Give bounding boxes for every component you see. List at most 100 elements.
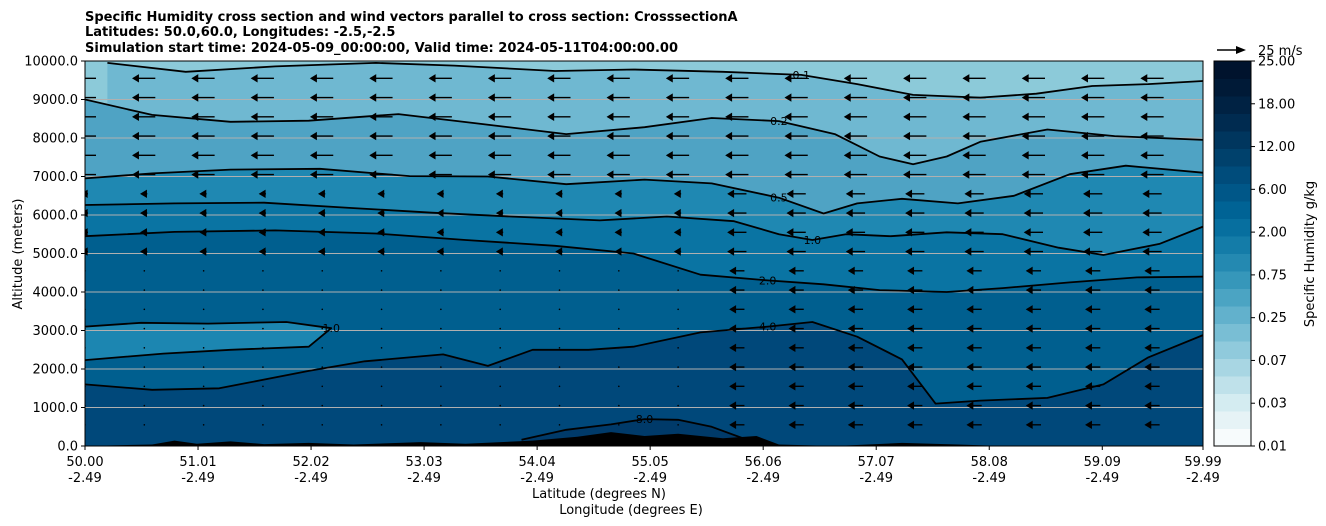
wind-vector xyxy=(786,228,806,237)
wind-vector xyxy=(202,366,205,368)
wind-vector xyxy=(843,112,868,121)
wind-vector xyxy=(673,228,682,237)
wind-vector xyxy=(143,327,146,330)
wind-vector xyxy=(558,327,561,330)
wind-vector xyxy=(784,112,808,121)
colorbar-swatch xyxy=(1214,306,1251,324)
chart-title-line-1: Specific Humidity cross section and wind… xyxy=(85,10,738,25)
wind-vector xyxy=(788,382,804,391)
wind-vector xyxy=(1083,228,1103,237)
x-tick-label-lat: 56.06 xyxy=(745,455,782,470)
wind-vector xyxy=(665,170,690,179)
wind-vector xyxy=(614,208,622,218)
wind-vector xyxy=(606,131,630,141)
wind-vector xyxy=(725,151,749,160)
x-tick-label-lon: -2.49 xyxy=(407,471,441,486)
x-tick-label-lon: -2.49 xyxy=(294,471,328,486)
y-tick-label: 2000.0 xyxy=(33,363,79,378)
wind-vector xyxy=(369,131,393,141)
wind-vector xyxy=(428,151,452,160)
wind-vector xyxy=(665,151,690,160)
wind-vector xyxy=(1085,285,1101,295)
wind-vector xyxy=(85,154,96,156)
wind-vector xyxy=(487,131,512,141)
wind-vector xyxy=(606,170,630,179)
wind-vector xyxy=(907,362,923,372)
colorbar-swatch xyxy=(1214,411,1251,429)
y-tick-label: 10000.0 xyxy=(24,55,78,70)
wind-vector xyxy=(499,424,501,426)
x-tick-label-lat: 55.05 xyxy=(632,455,669,470)
wind-vector xyxy=(677,385,679,388)
wind-vector xyxy=(964,247,984,256)
wind-vector xyxy=(1085,305,1101,314)
wind-vector xyxy=(903,93,927,102)
wind-vector xyxy=(962,93,986,102)
wind-vector xyxy=(262,308,264,311)
wind-vector xyxy=(677,366,679,368)
wind-vector xyxy=(499,308,501,311)
wind-vector xyxy=(555,208,563,218)
wind-vector xyxy=(786,208,806,218)
wind-vector xyxy=(380,327,383,330)
wind-vector xyxy=(85,208,88,218)
wind-vector xyxy=(614,247,622,256)
contour-label: 4.0 xyxy=(759,321,777,334)
wind-vector xyxy=(380,347,383,349)
wind-vector xyxy=(843,74,868,83)
wind-vector xyxy=(380,366,383,368)
colorbar-frame xyxy=(1213,60,1252,447)
colorbar-swatch xyxy=(1214,271,1251,289)
colorbar-swatch xyxy=(1214,201,1251,219)
wind-vector xyxy=(487,151,512,160)
wind-vector xyxy=(784,170,808,179)
wind-vector xyxy=(380,424,383,426)
wind-vector xyxy=(1144,285,1160,295)
wind-vector xyxy=(1085,420,1101,429)
wind-vector xyxy=(250,151,274,160)
wind-vector xyxy=(1021,170,1046,179)
wind-vector xyxy=(725,112,749,121)
wind-vector xyxy=(428,93,452,102)
wind-vector xyxy=(788,266,804,275)
wind-vector xyxy=(1085,343,1101,352)
wind-vector xyxy=(262,347,264,349)
wind-vector xyxy=(677,289,679,291)
fill-band-4.0 xyxy=(85,322,1203,446)
wind-vector xyxy=(495,247,504,256)
plot-area xyxy=(85,61,1203,446)
wind-vector xyxy=(558,404,561,407)
contour-line-1.0 xyxy=(85,321,333,361)
wind-vector xyxy=(725,74,749,83)
wind-vector xyxy=(440,308,442,311)
x-tick-label-lon: -2.49 xyxy=(520,471,554,486)
wind-vector xyxy=(905,189,925,198)
wind-vector xyxy=(369,170,393,179)
wind-vector xyxy=(258,208,266,218)
wind-vector xyxy=(907,401,923,410)
wind-vector xyxy=(132,131,156,141)
wind-vector xyxy=(321,347,324,349)
wind-vector xyxy=(673,247,682,256)
wind-vector xyxy=(1142,247,1162,256)
wind-vector xyxy=(907,343,923,352)
wind-vector xyxy=(1021,151,1046,160)
wind-vector xyxy=(1083,189,1103,198)
wind-vector xyxy=(614,189,622,198)
wind-vector xyxy=(1142,228,1162,237)
wind-vector xyxy=(1140,93,1164,102)
x-axis-label-latitude: Latitude (degrees N) xyxy=(532,487,666,502)
wind-vector xyxy=(966,324,982,333)
wind-vector xyxy=(317,228,326,237)
wind-vector xyxy=(788,401,804,410)
wind-vector xyxy=(369,74,393,83)
wind-vector xyxy=(1021,112,1046,121)
colorbar-swatch xyxy=(1214,78,1251,97)
wind-vector xyxy=(966,401,982,410)
wind-vector xyxy=(140,247,148,256)
wind-vector xyxy=(677,404,679,407)
wind-vector xyxy=(665,74,690,83)
wind-vector xyxy=(788,343,804,352)
wind-vector xyxy=(618,327,620,330)
contour-label: 0.1 xyxy=(792,69,810,82)
